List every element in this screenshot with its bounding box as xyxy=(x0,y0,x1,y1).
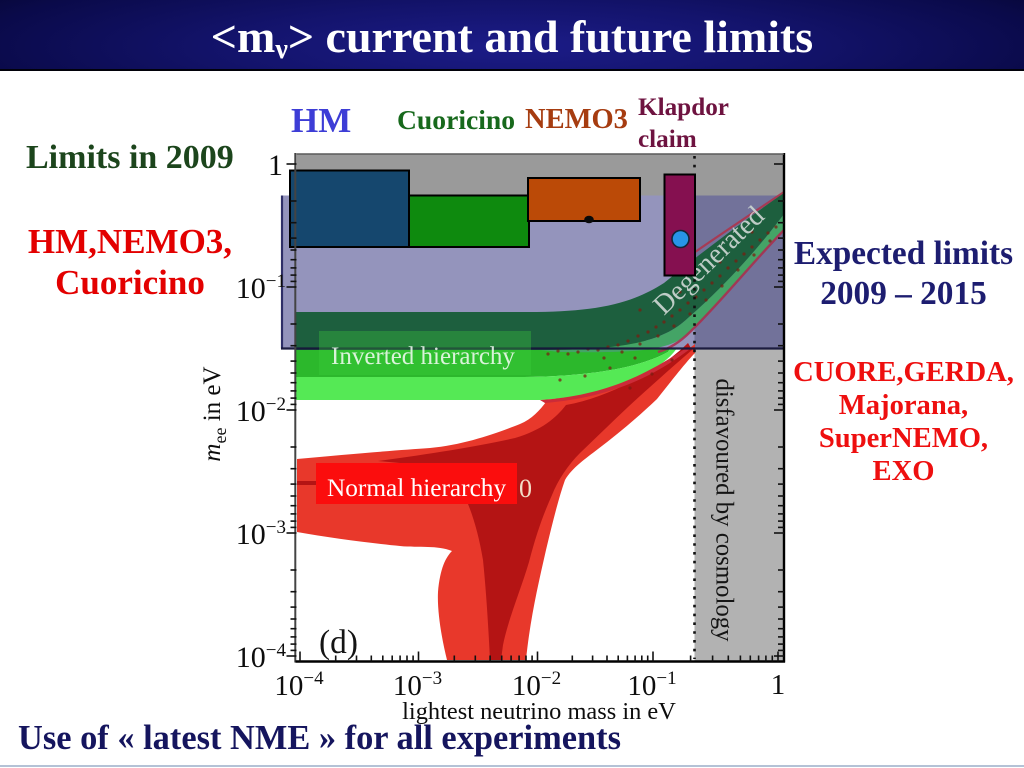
svg-text:disfavoured by cosmology: disfavoured by cosmology xyxy=(711,378,738,642)
svg-text:lightest neutrino mass in eV: lightest neutrino mass in eV xyxy=(402,698,676,725)
svg-text:10−1: 10−1 xyxy=(627,668,676,702)
svg-text:10−4: 10−4 xyxy=(274,668,324,702)
svg-text:10−2: 10−2 xyxy=(512,668,561,702)
svg-text:mee in eV: mee in eV xyxy=(199,366,230,461)
svg-text:10−4: 10−4 xyxy=(236,640,287,674)
svg-text:Inverted hierarchy: Inverted hierarchy xyxy=(331,343,515,370)
svg-text:1: 1 xyxy=(268,149,283,182)
svg-text:1: 1 xyxy=(771,669,786,701)
svg-text:10−3: 10−3 xyxy=(236,517,286,551)
svg-text:Normal hierarchy: Normal hierarchy xyxy=(327,474,506,502)
svg-text:0: 0 xyxy=(519,474,532,503)
svg-text:(d): (d) xyxy=(319,624,358,661)
svg-text:10−2: 10−2 xyxy=(236,394,286,428)
svg-text:10−3: 10−3 xyxy=(393,668,442,702)
